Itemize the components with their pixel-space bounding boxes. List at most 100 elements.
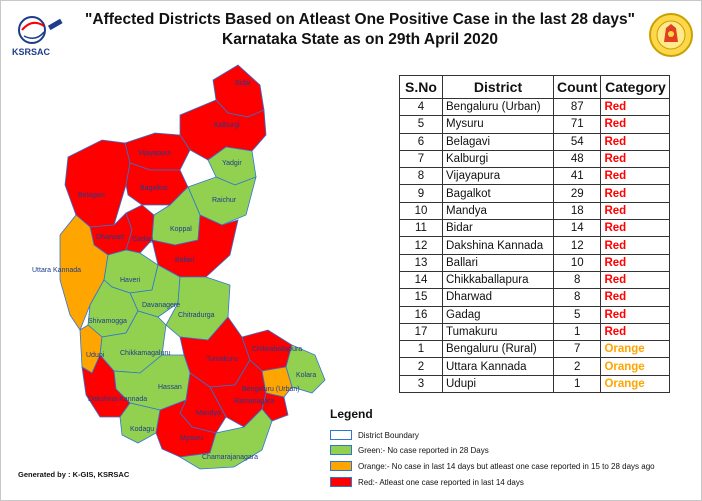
table-row: 13 Ballari 10 Red (399, 253, 671, 272)
label-davanagere: Davanagere (142, 302, 180, 309)
cell-sno: 7 (399, 149, 443, 169)
label-mysuru: Mysuru (180, 435, 203, 442)
legend-item-red: Red:- Atleast one case reported in last … (330, 476, 524, 488)
label-vijayapura: Vijayapura (138, 150, 171, 157)
cell-sno: 5 (399, 115, 443, 134)
cell-category: Red (600, 322, 671, 342)
table-row: 3 Udupi 1 Orange (399, 374, 671, 394)
cell-category: Orange (600, 374, 671, 394)
header-sno: S.No (399, 75, 443, 99)
cell-district: Gadag (442, 305, 554, 324)
label-bengaluru-urban: Bengaluru (Urban) (242, 386, 300, 393)
label-chikkamagaluru: Chikkamagaluru (120, 350, 171, 357)
cell-category: Red (600, 115, 671, 134)
label-ballari: Ballari (175, 257, 195, 264)
label-hassan: Hassan (158, 384, 182, 391)
district-chamarajanagara (178, 408, 273, 470)
header-count: Count (552, 75, 602, 99)
cell-count: 41 (552, 167, 602, 186)
district-table: S.No District Count Category 4 Bengaluru … (399, 75, 671, 394)
cell-category: Orange (600, 340, 671, 359)
title-line-1: "Affected Districts Based on Atleast One… (85, 11, 635, 28)
cell-category: Red (600, 201, 671, 221)
table-row: 16 Gadag 5 Red (399, 305, 671, 324)
label-kodagu: Kodagu (130, 426, 154, 433)
cell-sno: 2 (399, 357, 443, 376)
table-row: 6 Belagavi 54 Red (399, 132, 671, 151)
label-uttara-kannada: Uttara Kannada (32, 267, 81, 274)
label-tumakuru: Tumakuru (206, 356, 237, 363)
label-bagalkot: Bagalkot (140, 185, 167, 192)
cell-sno: 15 (399, 288, 443, 307)
cell-category: Red (600, 270, 671, 290)
label-yadgir: Yadgir (222, 160, 242, 167)
cell-count: 54 (552, 132, 602, 151)
cell-district: Chikkaballapura (442, 270, 554, 290)
label-dharwad: Dharwad (96, 234, 124, 241)
legend-label: Orange:- No case in last 14 days but atl… (358, 461, 655, 471)
cell-count: 5 (552, 305, 602, 324)
cell-count: 29 (552, 184, 602, 203)
district-kodagu (119, 402, 161, 444)
legend-title: Legend (330, 407, 373, 421)
table-row: 15 Dharwad 8 Red (399, 288, 671, 307)
legend-item-green: Green:- No case reported in 28 Days (330, 444, 489, 456)
table-row: 10 Mandya 18 Red (399, 201, 671, 221)
label-haveri: Haveri (120, 277, 141, 284)
label-ramanagara: Ramanagara (234, 398, 275, 405)
cell-sno: 17 (399, 322, 443, 342)
label-chikkaballapura: Chikkaballapura (252, 346, 302, 353)
legend-swatch-boundary (330, 430, 352, 440)
cell-sno: 16 (399, 305, 443, 324)
cell-count: 14 (552, 219, 602, 238)
legend-item-boundary: District Boundary (330, 429, 419, 441)
cell-district: Kalburgi (442, 149, 554, 169)
district-gadag (125, 204, 155, 254)
table-row: 2 Uttara Kannada 2 Orange (399, 357, 671, 376)
cell-district: Udupi (442, 374, 554, 394)
cell-count: 1 (552, 322, 602, 342)
cell-sno: 11 (399, 219, 443, 238)
label-shivamogga: Shivamogga (88, 318, 127, 325)
label-bidar: Bidar (235, 80, 252, 87)
cell-district: Uttara Kannada (442, 357, 554, 376)
cell-sno: 9 (399, 184, 443, 203)
cell-sno: 4 (399, 97, 443, 117)
cell-sno: 1 (399, 340, 443, 359)
district-belagavi (64, 139, 131, 228)
cell-sno: 3 (399, 374, 443, 394)
table-row: 8 Vijayapura 41 Red (399, 167, 671, 186)
cell-category: Red (600, 184, 671, 203)
cell-count: 10 (552, 253, 602, 272)
cell-district: Mandya (442, 201, 554, 221)
cell-count: 8 (552, 288, 602, 307)
label-udupi: Udupi (86, 352, 105, 359)
cell-category: Red (600, 236, 671, 255)
table-row: 12 Dakshina Kannada 12 Red (399, 236, 671, 255)
label-raichur: Raichur (212, 197, 237, 204)
cell-district: Bengaluru (Urban) (442, 97, 554, 117)
table-header-row: S.No District Count Category (399, 75, 671, 99)
cell-count: 1 (552, 374, 602, 394)
cell-sno: 14 (399, 270, 443, 290)
cell-count: 12 (552, 236, 602, 255)
cell-category: Red (600, 253, 671, 272)
label-kalburgi: Kalburgi (214, 122, 240, 129)
legend-item-orange: Orange:- No case in last 14 days but atl… (330, 460, 655, 472)
table-row: 1 Bengaluru (Rural) 7 Orange (399, 340, 671, 359)
logo-left-text: KSRSAC (12, 47, 51, 57)
legend-swatch-orange (330, 461, 352, 471)
legend-swatch-green (330, 445, 352, 455)
district-mysuru (155, 399, 217, 458)
cell-category: Red (600, 132, 671, 151)
header-district: District (442, 75, 554, 99)
page-title: "Affected Districts Based on Atleast One… (80, 10, 640, 50)
cell-category: Red (600, 167, 671, 186)
cell-district: Bengaluru (Rural) (442, 340, 554, 359)
cell-category: Red (600, 305, 671, 324)
label-mandya: Mandya (196, 410, 221, 417)
district-haveri (103, 249, 159, 294)
cell-category: Red (600, 288, 671, 307)
cell-category: Orange (600, 357, 671, 376)
cell-sno: 10 (399, 201, 443, 221)
